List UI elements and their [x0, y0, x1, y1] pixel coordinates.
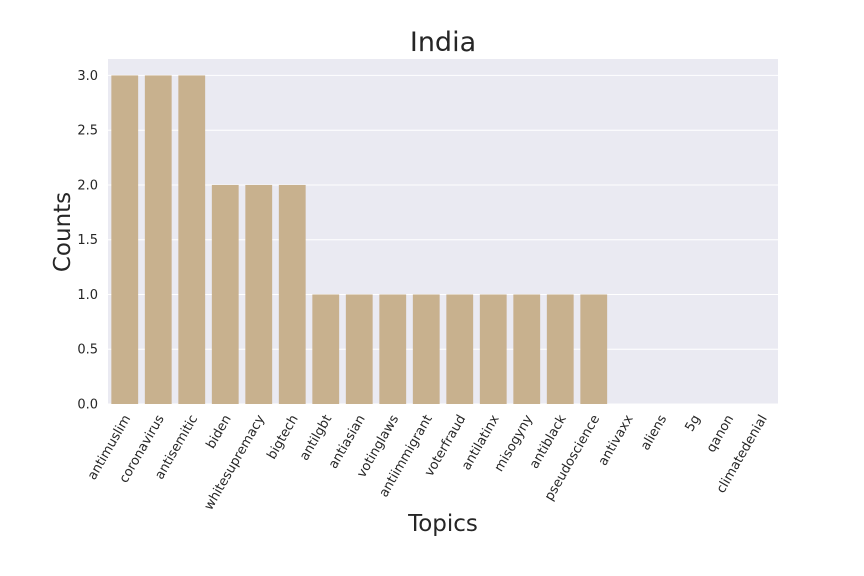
x-tick-label: bigtech: [264, 413, 301, 463]
y-tick-label: 1.0: [77, 288, 98, 303]
x-axis-label: Topics: [407, 511, 478, 537]
chart-title: India: [410, 27, 476, 58]
x-tick-label: qanon: [704, 413, 737, 456]
plot-area: [108, 59, 778, 404]
x-tick-label: 5g: [682, 413, 703, 435]
bar: [446, 294, 474, 404]
y-tick-label: 2.5: [77, 124, 98, 139]
y-tick-label: 0.5: [77, 343, 98, 358]
bar: [245, 184, 273, 404]
y-tick-label: 0.0: [77, 398, 98, 413]
x-tick-label: aliens: [638, 412, 670, 453]
bar: [345, 294, 373, 404]
bar: [513, 294, 541, 404]
bar: [278, 184, 306, 404]
y-tick-label: 2.0: [77, 178, 98, 193]
y-tick-label: 3.0: [77, 69, 98, 84]
bars: [111, 75, 608, 404]
bar: [580, 294, 608, 404]
bar: [412, 294, 440, 404]
bar: [144, 75, 172, 404]
bar: [312, 294, 340, 404]
bar: [479, 294, 507, 404]
y-tick-labels: 0.0 0.5 1.0 1.5 2.0 2.5 3.0: [77, 69, 98, 413]
y-tick-label: 1.5: [77, 233, 98, 248]
bar: [211, 184, 239, 404]
bar: [178, 75, 206, 404]
y-axis-label: Counts: [50, 192, 76, 272]
bar: [379, 294, 407, 404]
bar: [111, 75, 139, 404]
x-tick-label: biden: [204, 413, 235, 452]
x-tick-label: whitesupremacy: [202, 412, 269, 513]
bar: [546, 294, 574, 404]
x-tick-label: antilgbt: [297, 413, 335, 464]
